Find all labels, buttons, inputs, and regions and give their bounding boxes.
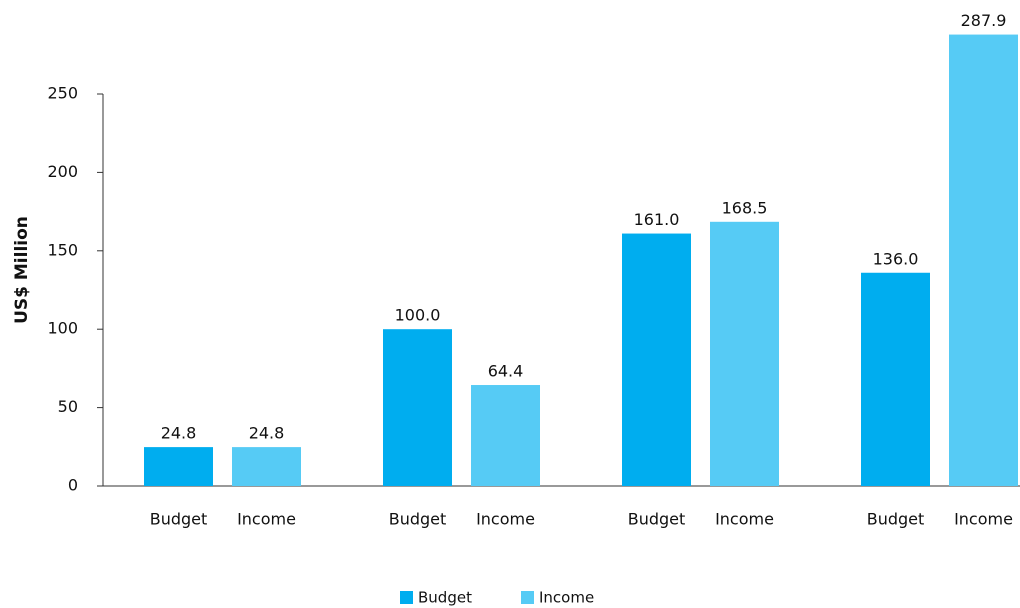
bar [861,272,930,486]
value-label: 168.5 [722,198,768,217]
bar [622,233,691,486]
value-label: 24.8 [249,424,285,443]
legend-swatch [400,591,413,604]
value-label: 100.0 [395,306,441,325]
value-label: 64.4 [488,362,524,381]
legend-swatch [521,591,534,604]
y-tick-label: 150 [47,240,78,259]
y-tick-label: 250 [47,84,78,103]
x-tick-label: Income [715,510,774,529]
legend-label: Budget [418,589,472,607]
legend-label: Income [539,589,594,607]
y-tick-label: 200 [47,162,78,181]
value-label: 161.0 [634,210,680,229]
x-tick-label: Budget [150,510,208,529]
x-tick-label: Budget [389,510,447,529]
y-tick-label: 50 [58,397,78,416]
y-tick-label: 100 [47,319,78,338]
x-tick-label: Income [954,510,1013,529]
value-label: 24.8 [161,424,197,443]
x-tick-label: Budget [867,510,925,529]
x-tick-label: Income [476,510,535,529]
bar [232,447,301,486]
value-label: 136.0 [873,249,919,268]
y-tick-label: 0 [68,476,78,495]
x-tick-label: Budget [628,510,686,529]
value-label: 287.9 [961,11,1007,30]
bar [949,34,1018,486]
y-axis-label: US$ Million [12,216,32,324]
x-tick-label: Income [237,510,296,529]
bar [144,447,213,486]
bar [471,385,540,486]
bar [383,329,452,486]
bar [710,221,779,487]
